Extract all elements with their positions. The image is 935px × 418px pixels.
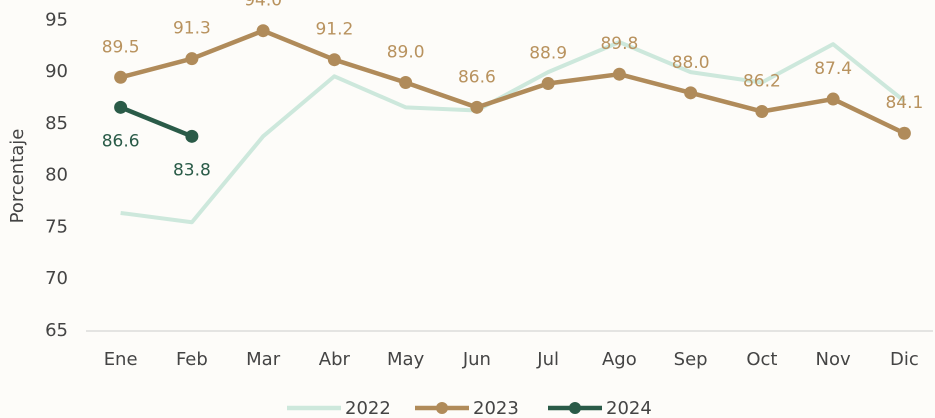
data-label: 87.4 (814, 59, 852, 79)
legend-label: 2022 (345, 398, 391, 418)
data-point (541, 77, 555, 91)
y-axis-label: Porcentaje (7, 129, 28, 224)
data-point (399, 75, 413, 89)
data-point (327, 53, 341, 67)
data-label: 89.5 (102, 37, 140, 57)
x-tick-label: Mar (246, 349, 281, 370)
x-tick-label: Oct (746, 349, 777, 370)
legend-marker (569, 402, 581, 414)
data-point (114, 100, 128, 114)
data-point (185, 129, 199, 143)
data-label: 91.3 (173, 19, 211, 39)
legend-label: 2024 (606, 398, 652, 418)
data-point (897, 126, 911, 140)
x-tick-label: May (387, 349, 425, 370)
series-line (120, 28, 906, 136)
data-label: 84.1 (885, 93, 923, 113)
data-label: 86.2 (743, 71, 781, 91)
data-label: 86.6 (102, 131, 140, 151)
y-tick-label: 75 (45, 216, 68, 237)
data-point (755, 104, 769, 118)
data-label: 88.0 (672, 53, 710, 73)
data-point (684, 86, 698, 100)
data-point (114, 70, 128, 84)
data-point (826, 92, 840, 106)
data-label: 94.0 (244, 0, 282, 11)
x-tick-label: Jul (536, 349, 559, 370)
data-label: 86.6 (458, 67, 496, 87)
y-tick-label: 85 (45, 113, 68, 134)
x-tick-label: Dic (890, 349, 919, 370)
y-tick-label: 65 (45, 320, 68, 341)
y-tick-label: 70 (45, 268, 68, 289)
x-tick-label: Jun (462, 349, 491, 370)
x-tick-label: Feb (176, 349, 208, 370)
x-tick-label: Ene (104, 349, 138, 370)
data-label: 91.2 (315, 20, 353, 40)
data-point (256, 24, 270, 38)
y-tick-label: 80 (45, 165, 68, 186)
series-line (120, 40, 906, 225)
data-point (185, 52, 199, 66)
data-label: 89.8 (600, 34, 638, 54)
data-label: 83.8 (173, 160, 211, 180)
data-label: 88.9 (529, 44, 567, 64)
data-label: 89.0 (387, 42, 425, 62)
y-tick-label: 90 (45, 61, 68, 82)
x-tick-label: Sep (674, 349, 708, 370)
y-tick-label: 95 (45, 9, 68, 30)
data-point (470, 100, 484, 114)
series-line (119, 105, 193, 139)
data-point (612, 67, 626, 81)
legend-label: 2023 (473, 398, 519, 418)
x-tick-label: Abr (319, 349, 351, 370)
legend-marker (436, 402, 448, 414)
x-tick-label: Nov (816, 349, 851, 370)
x-tick-label: Ago (602, 349, 637, 370)
